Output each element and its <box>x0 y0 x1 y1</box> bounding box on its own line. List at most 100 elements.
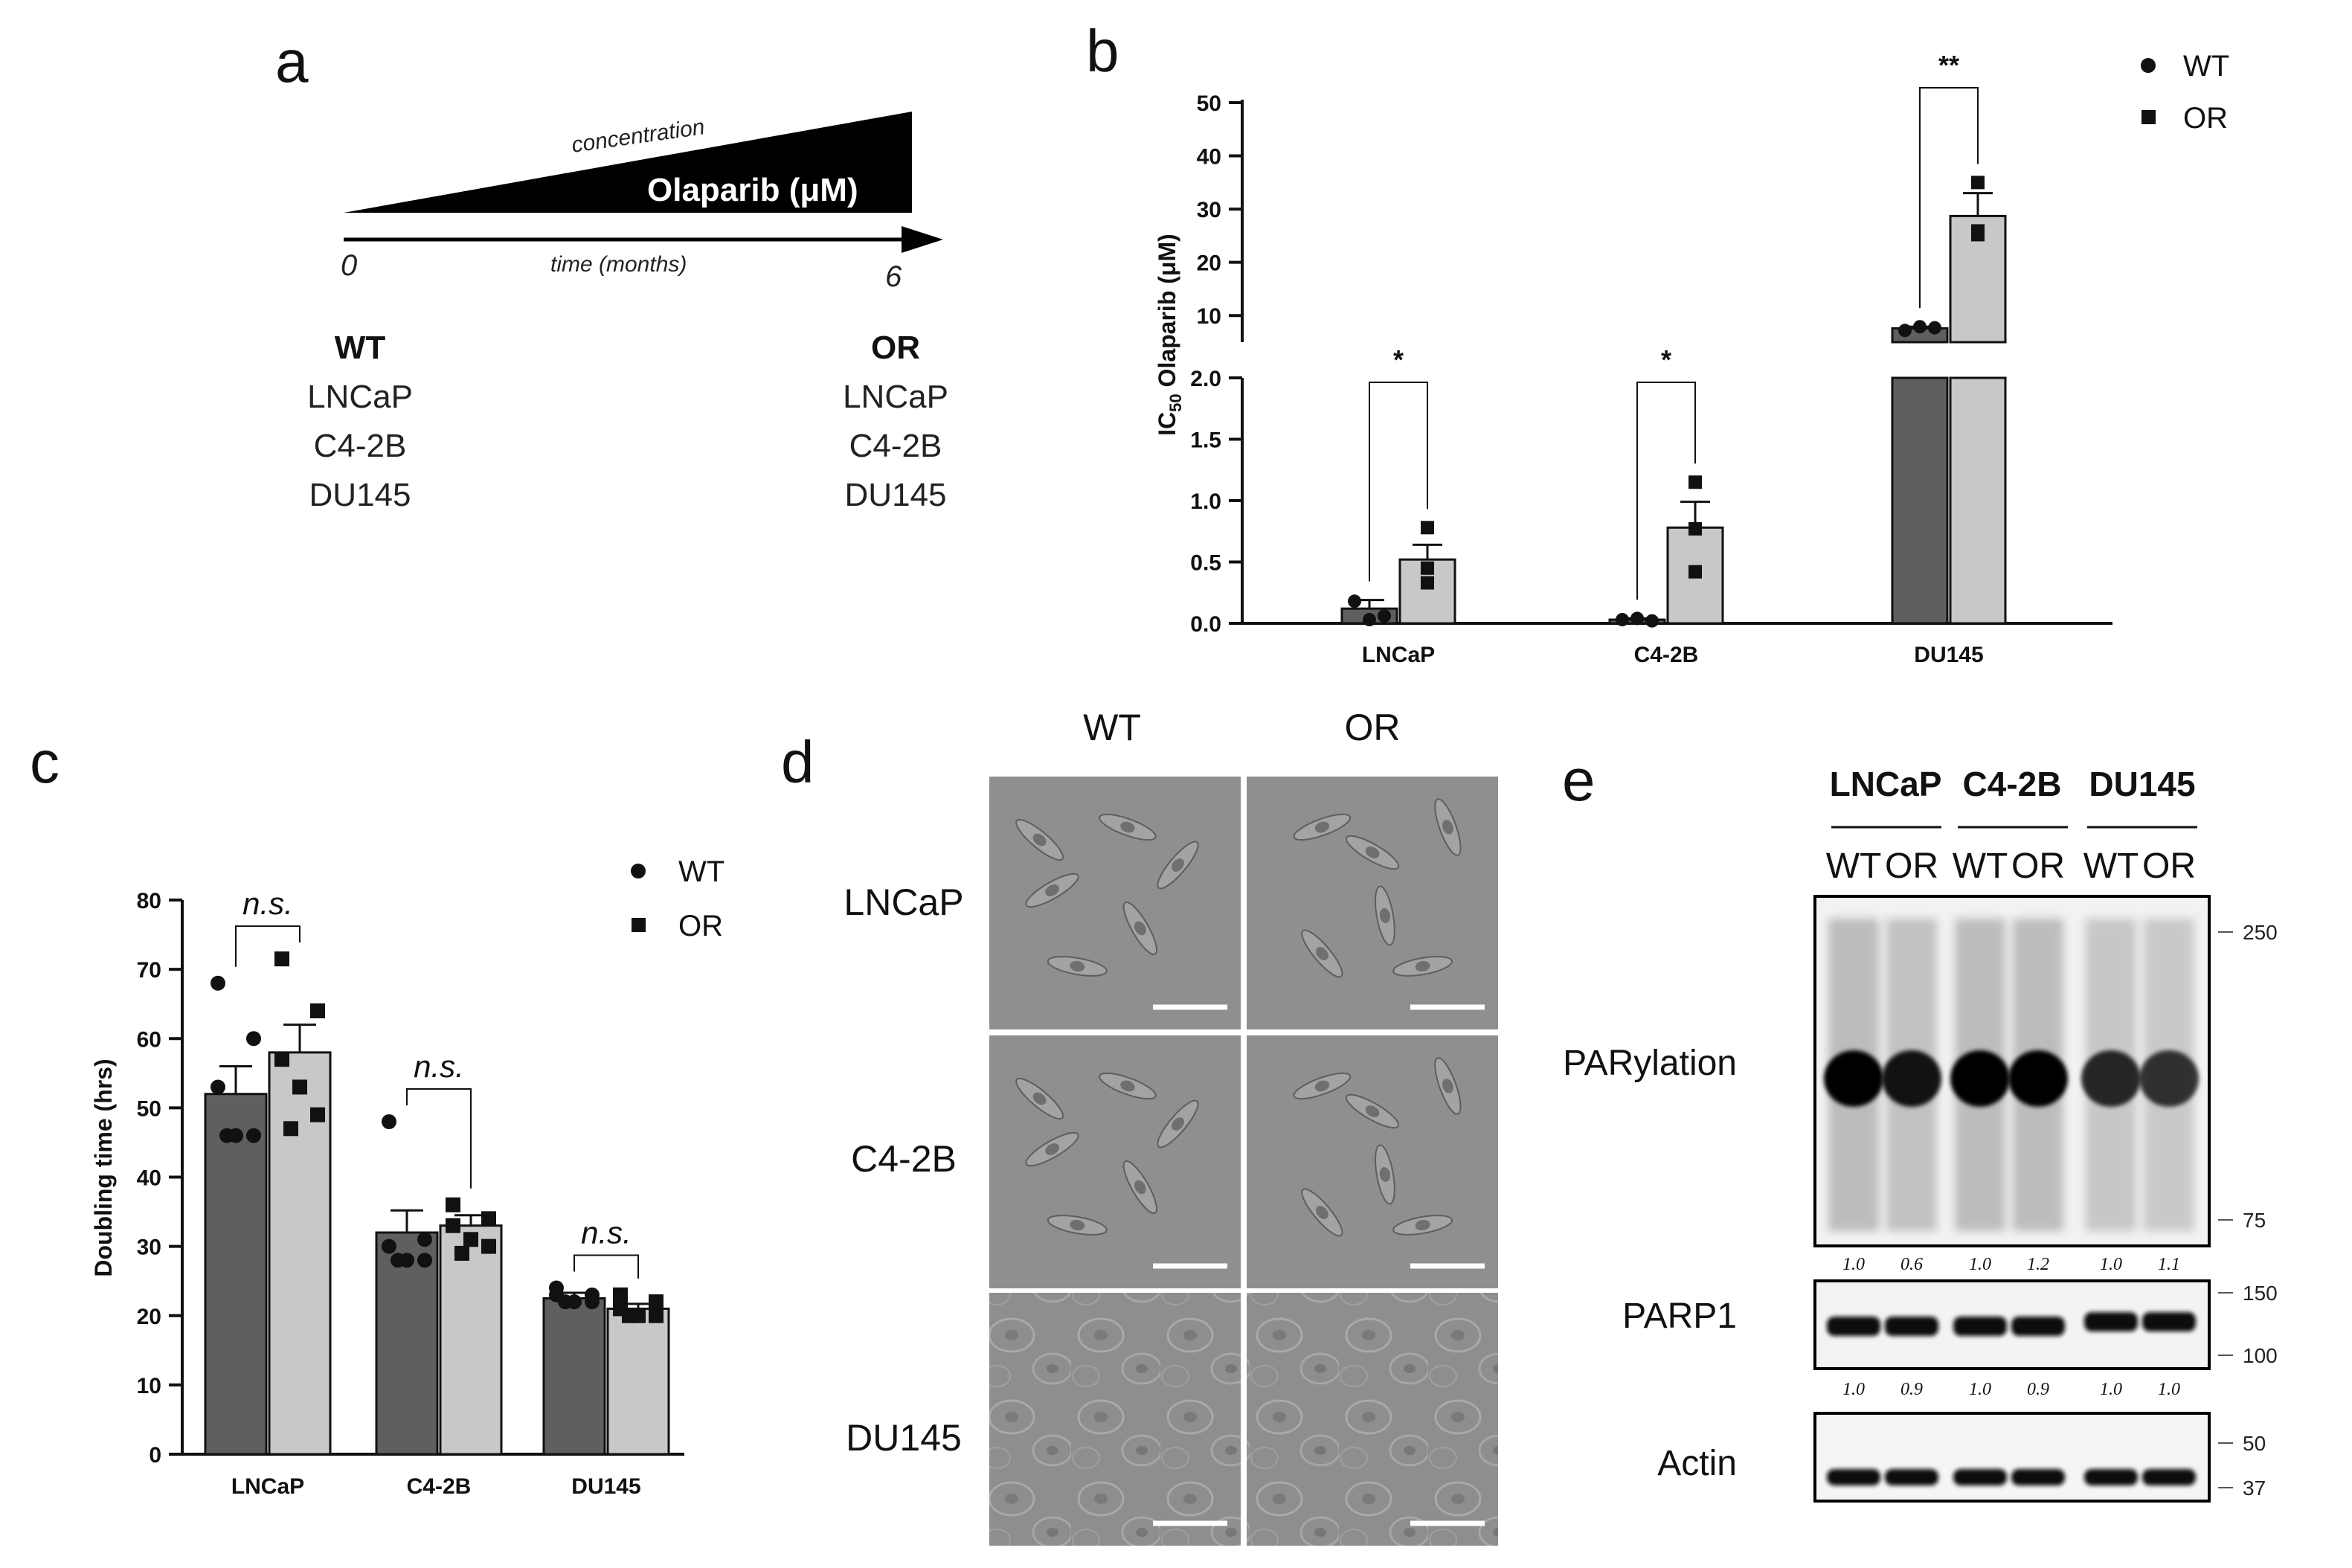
column-header-or: OR <box>1345 707 1401 748</box>
header-du145: DU145 <box>2089 765 2195 803</box>
mw-label: 50 <box>2243 1432 2266 1455</box>
bar-wt <box>542 1297 606 1456</box>
data-point-or <box>1689 521 1702 536</box>
micrograph-background <box>1247 1293 1498 1546</box>
quant-value: 1.0 <box>2100 1380 2122 1399</box>
cell-nucleus <box>1120 1080 1135 1092</box>
significance-bracket <box>1369 382 1428 582</box>
mw-label: 150 <box>2243 1282 2278 1305</box>
cell-nucleus <box>1314 1080 1330 1092</box>
mw-label: 100 <box>2243 1344 2278 1367</box>
cell-nucleus <box>1365 846 1380 858</box>
y-tick-label: 30 <box>1197 198 1221 222</box>
data-point-wt <box>382 1238 396 1254</box>
significance-label: n.s. <box>581 1215 632 1250</box>
cell-nucleus <box>1314 821 1330 833</box>
y-tick-label: 0.0 <box>1190 612 1221 637</box>
quant-value: 1.0 <box>2158 1380 2180 1399</box>
band <box>1950 1050 2010 1107</box>
legend-wt-marker <box>2141 58 2156 73</box>
concentration-wedge <box>344 112 912 213</box>
significance-bracket <box>573 1254 639 1279</box>
band <box>2139 1050 2199 1107</box>
y-tick-label: 1.0 <box>1190 489 1221 514</box>
panel-b-label: b <box>1086 18 1119 84</box>
panel-b-legend: WT OR <box>2141 50 2229 135</box>
micrograph-background <box>1247 777 1498 1029</box>
x-tick-label: LNCaP <box>1362 643 1435 667</box>
band <box>2142 1312 2196 1331</box>
row-header-du145: DU145 <box>846 1417 962 1459</box>
data-point-wt <box>219 1128 234 1143</box>
quant-value: 1.0 <box>2100 1255 2122 1274</box>
data-point-wt <box>1630 611 1644 626</box>
blot-label-parp1: PARP1 <box>1622 1297 1737 1336</box>
y-tick-label: 10 <box>137 1374 161 1398</box>
header-lncap: LNCaP <box>1830 765 1942 803</box>
panel-e: e LNCaP C4-2B DU145 PARylation PARP1 Act… <box>1562 747 2278 1503</box>
y-tick-label: 10 <box>1197 304 1221 329</box>
data-point-or <box>274 1052 289 1067</box>
x-tick-label: DU145 <box>571 1474 640 1499</box>
data-point-wt <box>391 1253 405 1268</box>
cell-nucleus <box>1316 1206 1328 1219</box>
quant-value: 1.0 <box>1969 1255 1991 1274</box>
data-point-or <box>613 1287 628 1302</box>
time-label: time (months) <box>550 252 687 277</box>
cell-nucleus <box>1415 960 1430 972</box>
panel-e-label: e <box>1562 747 1596 813</box>
band <box>1953 1317 2007 1336</box>
data-point-or <box>1689 475 1702 489</box>
panel-c-legend: WT OR <box>631 855 724 942</box>
row-header-lncap: LNCaP <box>844 881 963 923</box>
bar-or <box>1666 526 1724 625</box>
legend-or-marker <box>632 918 646 932</box>
cell-nucleus <box>1032 1092 1047 1105</box>
data-point-or <box>1421 521 1434 535</box>
significance-label: n.s. <box>414 1049 464 1084</box>
wt-heading: WT <box>335 330 386 366</box>
data-point-wt <box>1645 614 1659 628</box>
significance-label: * <box>1661 344 1671 375</box>
cell-nucleus <box>1120 821 1135 833</box>
cell-nucleus <box>1045 1143 1059 1155</box>
panel-b: b IC50 Olaparib (μM) WT OR 0.0 0.5 1.0 1.5 2… <box>1086 18 2229 667</box>
y-tick-label: 0 <box>149 1443 161 1468</box>
data-point-or <box>446 1218 460 1233</box>
lane-label: WT <box>1953 846 2008 886</box>
data-point-wt <box>1913 320 1927 334</box>
y-tick-label: 60 <box>137 1027 161 1052</box>
bar-or-lower <box>1949 376 2007 625</box>
band <box>1953 1469 2007 1485</box>
data-point-or <box>292 1079 307 1095</box>
quant-value: 0.6 <box>1900 1255 1923 1274</box>
wt-line-2: C4-2B <box>314 428 407 464</box>
panel-a: a concentration Olaparib (μM) 0 time (mo… <box>275 28 948 513</box>
data-point-wt <box>585 1294 600 1310</box>
row-header-c4-2b: C4-2B <box>851 1138 957 1180</box>
quant-value: 1.1 <box>2158 1255 2180 1274</box>
legend-wt-label: WT <box>678 855 724 888</box>
band <box>2142 1469 2196 1485</box>
cell-nucleus <box>1379 908 1391 923</box>
bar-wt-lower <box>1891 376 1949 625</box>
bar-or <box>606 1307 670 1456</box>
data-point-or <box>481 1211 496 1227</box>
cell-nucleus <box>1134 921 1146 936</box>
data-point-wt <box>417 1253 432 1268</box>
micrograph-lncap-wt <box>989 777 1241 1029</box>
legend-or-marker <box>2141 110 2156 124</box>
data-point-wt <box>1348 594 1361 608</box>
blot-frame-actin <box>1813 1412 2211 1503</box>
cell-nucleus <box>1172 858 1184 872</box>
band <box>1885 1469 1938 1485</box>
significance-bracket <box>406 1088 472 1189</box>
legend-wt-marker <box>631 864 646 878</box>
legend-or-label: OR <box>678 910 723 942</box>
band <box>2084 1469 2138 1485</box>
significance-label: * <box>1393 344 1404 375</box>
cell-nucleus <box>1134 1180 1146 1195</box>
cell-nucleus <box>1070 960 1085 972</box>
data-point-wt <box>211 975 225 991</box>
